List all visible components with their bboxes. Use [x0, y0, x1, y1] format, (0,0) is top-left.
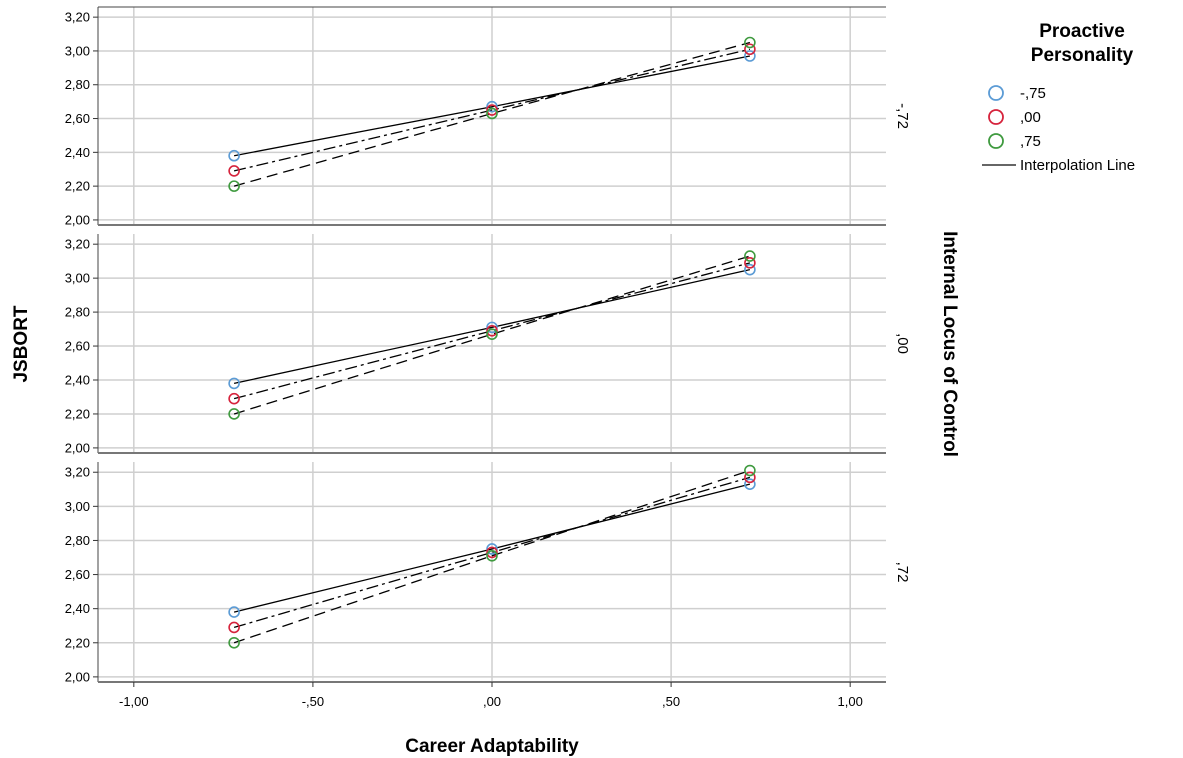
legend-marker	[988, 109, 1004, 125]
panel-label: ,72	[894, 562, 911, 583]
y-tick-label: 3,20	[65, 465, 90, 480]
y-tick-label: 3,20	[65, 237, 90, 252]
x-tick-label: 1,00	[838, 694, 863, 709]
data-point	[744, 478, 756, 490]
data-point	[744, 464, 756, 477]
data-point	[486, 321, 498, 334]
series-line-3	[233, 469, 751, 644]
series-line-2	[233, 262, 751, 400]
y-tick-label: 2,00	[65, 440, 90, 455]
legend-entry-label: -,75	[1020, 85, 1046, 102]
y-tick-label: 3,00	[65, 499, 90, 514]
legend-items: -,75 ,00 ,75 Interpolation Line	[982, 85, 1135, 174]
data-point	[486, 107, 498, 120]
legend: Proactive Personality -,75 ,00 ,75 Interpol…	[982, 21, 1135, 174]
data-point	[486, 543, 498, 555]
legend-marker	[988, 85, 1004, 101]
data-point	[486, 104, 498, 116]
data-point	[744, 257, 756, 269]
panel-label: ,00	[894, 333, 911, 354]
series-line-3	[233, 41, 751, 187]
data-point	[486, 549, 498, 562]
y-axis-title: JSBORT	[11, 305, 32, 382]
y-tick-label: 2,80	[65, 77, 90, 92]
legend-line-label: Interpolation Line	[1020, 157, 1135, 174]
panel-1: 2,00 2,20 2,40 2,60 2,80 3,00 3,20 -,72	[65, 6, 911, 227]
data-point	[486, 546, 498, 559]
data-point	[744, 263, 756, 276]
y-tick-label: 2,60	[65, 339, 90, 354]
y-tick-label: 2,60	[65, 567, 90, 582]
y-tick-label: 3,20	[65, 10, 90, 25]
y-tick-label: 2,80	[65, 305, 90, 320]
series-line-3	[233, 255, 751, 415]
y-tick-label: 2,40	[65, 145, 90, 160]
data-point	[228, 621, 240, 634]
y-tick-label: 3,00	[65, 43, 90, 58]
y-tick-label: 2,40	[65, 601, 90, 616]
series-line-1	[233, 483, 751, 613]
data-point	[744, 250, 756, 262]
x-tick-label: ,50	[662, 694, 680, 709]
data-point	[486, 328, 498, 340]
x-axis-title: Career Adaptability	[405, 736, 579, 757]
panel-label: -,72	[894, 103, 911, 129]
y-tick-label: 2,20	[65, 179, 90, 194]
data-point	[228, 377, 240, 390]
data-point	[486, 100, 498, 113]
legend-entry-label: ,75	[1020, 133, 1041, 150]
legend-entry-label: ,00	[1020, 109, 1041, 126]
data-point	[228, 392, 240, 405]
data-point	[228, 606, 240, 618]
data-point	[744, 50, 756, 62]
x-tick-label: ,00	[483, 694, 501, 709]
panel-axis-title: Internal Locus of Control	[939, 231, 960, 457]
y-tick-label: 2,40	[65, 373, 90, 388]
panel-2: 2,00 2,20 2,40 2,60 2,80 3,00 3,20 ,00	[65, 234, 911, 455]
data-point	[486, 324, 498, 337]
legend-title-line-2: Personality	[1031, 45, 1134, 66]
y-tick-label: 2,80	[65, 533, 90, 548]
x-tick-label: -,50	[302, 694, 324, 709]
series-line-1	[233, 269, 751, 385]
series-line-1	[233, 55, 751, 157]
y-tick-label: 2,20	[65, 406, 90, 421]
data-point	[744, 43, 756, 56]
y-tick-label: 2,20	[65, 635, 90, 650]
y-tick-label: 2,00	[65, 669, 90, 684]
legend-marker	[988, 133, 1004, 149]
panels-layer: 2,00 2,20 2,40 2,60 2,80 3,00 3,20 -,72 2,00 2,20…	[65, 6, 911, 684]
data-point	[744, 36, 756, 49]
series-line-2	[233, 476, 751, 629]
y-tick-label: 3,00	[65, 271, 90, 286]
data-point	[228, 165, 240, 177]
series-line-2	[233, 48, 751, 172]
x-tick-label: -1,00	[119, 694, 149, 709]
y-tick-label: 2,60	[65, 111, 90, 126]
x-axis: -1,00 -,50 ,00 ,50 1,00	[119, 682, 863, 709]
panel-3: 2,00 2,20 2,40 2,60 2,80 3,00 3,20 ,72	[65, 462, 911, 684]
data-point	[744, 471, 756, 484]
y-tick-label: 2,00	[65, 212, 90, 227]
data-point	[228, 408, 240, 420]
legend-title-line-1: Proactive	[1039, 21, 1125, 42]
data-point	[228, 180, 240, 192]
data-point	[228, 636, 240, 649]
data-point	[228, 149, 240, 162]
